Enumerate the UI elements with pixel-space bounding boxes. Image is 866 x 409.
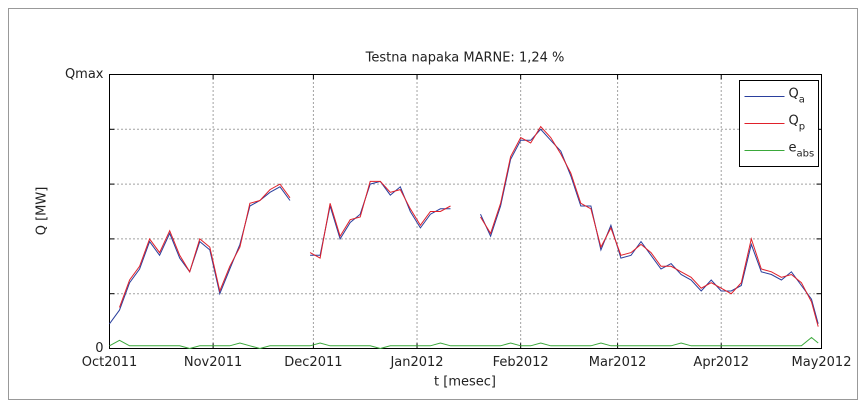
x-axis-label: t [mesec] xyxy=(434,375,496,390)
x-tick-label: Apr2012 xyxy=(693,355,749,370)
line-series xyxy=(109,336,819,350)
chart-title: Testna napaka MARNE: 1,24 % xyxy=(365,51,565,66)
y-tick-label: Qmax xyxy=(65,67,104,82)
x-tick-label: May2012 xyxy=(792,355,852,370)
x-tick-label: Oct2011 xyxy=(82,355,138,370)
x-tick-label: Dec2011 xyxy=(284,355,342,370)
x-tick-label: Mar2012 xyxy=(589,355,647,370)
y-tick-label: 0 xyxy=(95,341,103,356)
plot-area xyxy=(109,74,822,349)
axes-box xyxy=(109,74,822,349)
legend-label: Qa xyxy=(789,86,805,106)
y-axis-label: Q [MW] xyxy=(35,187,50,236)
legend-label: eabs xyxy=(789,140,815,160)
x-tick-label: Feb2012 xyxy=(493,355,549,370)
x-tick-label: Jan2012 xyxy=(389,355,443,370)
legend-label: Qp xyxy=(789,113,806,133)
line-series xyxy=(119,125,819,327)
x-tick-label: Nov2011 xyxy=(184,355,242,370)
